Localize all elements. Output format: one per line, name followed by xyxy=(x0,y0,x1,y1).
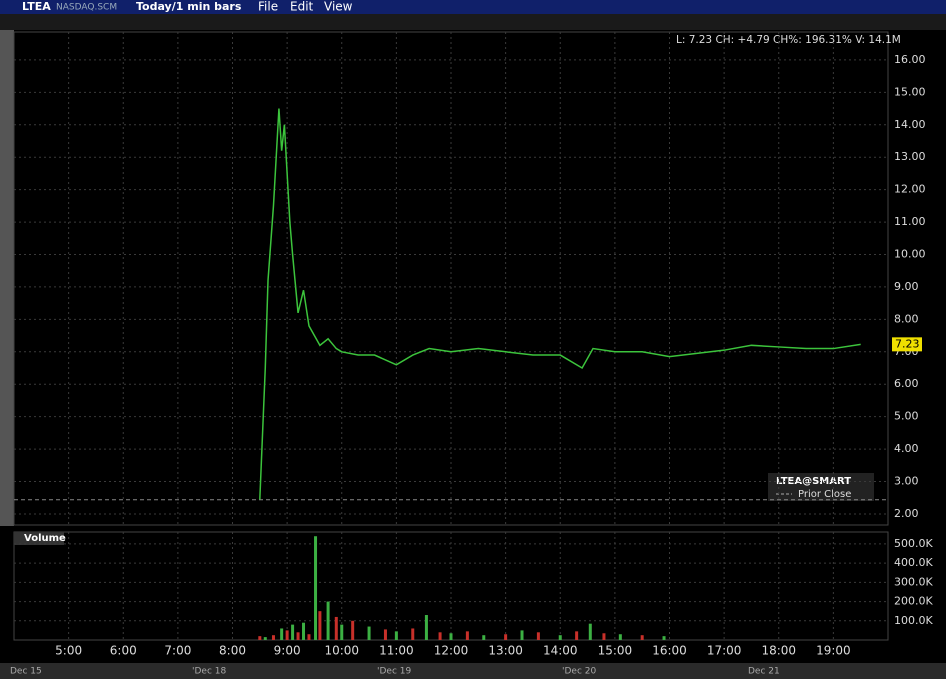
date-label: Dec 15 xyxy=(10,667,42,677)
legend-entry: LTEA@SMART xyxy=(776,476,851,487)
volume-bar xyxy=(296,632,300,640)
volume-bar xyxy=(558,635,562,640)
y-tick-label: 10.00 xyxy=(894,247,926,260)
date-label: 'Dec 19 xyxy=(377,667,411,677)
volume-bar xyxy=(602,633,606,640)
volume-bar xyxy=(291,624,295,640)
x-tick-label: 16:00 xyxy=(652,644,687,658)
x-tick-label: 7:00 xyxy=(164,644,191,658)
volume-bar xyxy=(394,631,398,640)
volume-bar xyxy=(662,636,666,640)
volume-label-bg xyxy=(14,532,64,545)
x-tick-label: 14:00 xyxy=(543,644,578,658)
menu[interactable]: File xyxy=(258,0,278,14)
y-tick-label: 12.00 xyxy=(894,183,926,196)
x-tick-label: 17:00 xyxy=(707,644,742,658)
volume-bar xyxy=(340,624,344,640)
volume-bar xyxy=(438,632,442,640)
left-scroll xyxy=(0,30,14,526)
last-price-tag xyxy=(892,337,922,352)
volume-bar xyxy=(302,622,306,640)
y-tick-label: 100.0K xyxy=(894,614,933,627)
volume-bar xyxy=(520,630,524,640)
volume-bar xyxy=(588,623,592,640)
y-tick-label: 16.00 xyxy=(894,53,926,66)
y-tick-label: 500.0K xyxy=(894,537,933,550)
volume-bar xyxy=(575,631,579,640)
tool-row xyxy=(0,14,946,30)
volume-bar xyxy=(449,633,453,640)
exchange[interactable]: NASDAQ.SCM xyxy=(56,3,117,13)
x-tick-label: 9:00 xyxy=(274,644,301,658)
last-price-label: 7.23 xyxy=(895,337,920,350)
volume-bar xyxy=(367,626,371,640)
period[interactable]: Today/1 min bars xyxy=(136,0,242,13)
x-tick-label: 11:00 xyxy=(379,644,414,658)
volume-bar xyxy=(640,635,644,640)
volume-bar xyxy=(465,631,469,640)
info: L: 7.23 CH: +4.79 CH%: 196.31% V: 14.1M xyxy=(676,34,901,46)
volume-bar xyxy=(536,632,540,640)
volume-bar xyxy=(424,615,428,640)
volume-bar xyxy=(314,536,318,640)
y-tick-label: 9.00 xyxy=(894,280,919,293)
toolbar xyxy=(0,0,946,14)
y-tick-label: 300.0K xyxy=(894,575,933,588)
y-tick-label: 400.0K xyxy=(894,556,933,569)
y-tick-label: 5.00 xyxy=(894,410,919,423)
y-tick-label: 13.00 xyxy=(894,150,926,163)
volume-title: Volume xyxy=(24,533,66,544)
x-tick-label: 15:00 xyxy=(598,644,633,658)
volume-bar xyxy=(351,620,355,640)
y-tick-label: 15.00 xyxy=(894,85,926,98)
volume-bar xyxy=(326,601,330,640)
date-label: 'Dec 18 xyxy=(192,667,226,677)
date-label: 'Dec 20 xyxy=(562,667,596,677)
legend xyxy=(768,473,874,501)
y-tick-label: 4.00 xyxy=(894,442,919,455)
volume-bar xyxy=(307,634,311,640)
volume-bar xyxy=(285,630,289,640)
y-tick-label: 2.00 xyxy=(894,507,919,520)
info-bg xyxy=(668,33,886,47)
y-tick-label: 14.00 xyxy=(894,118,926,131)
legend-entry: Prior Close xyxy=(798,489,851,500)
x-tick-label: 13:00 xyxy=(488,644,523,658)
volume-bar xyxy=(271,635,275,640)
volume-bar xyxy=(504,634,508,640)
y-tick-label: 3.00 xyxy=(894,475,919,488)
y-tick-label: 11.00 xyxy=(894,215,926,228)
y-tick-label: 200.0K xyxy=(894,595,933,608)
volume-bar xyxy=(482,635,486,640)
x-tick-label: 5:00 xyxy=(55,644,82,658)
menu[interactable]: View xyxy=(324,0,353,14)
volume-bar xyxy=(334,616,338,640)
y-tick-label: 6.00 xyxy=(894,377,919,390)
volume-bar xyxy=(411,628,415,640)
volume-bar xyxy=(318,611,322,640)
symbol[interactable]: LTEA xyxy=(22,0,51,13)
x-tick-label: 12:00 xyxy=(434,644,469,658)
volume-bar xyxy=(383,629,387,640)
date-label: Dec 21 xyxy=(748,667,780,677)
x-tick-label: 8:00 xyxy=(219,644,246,658)
volume-bar xyxy=(618,634,622,640)
volume-bar xyxy=(258,636,262,640)
price-line xyxy=(259,108,861,500)
menu[interactable]: Edit xyxy=(290,0,314,14)
volume-bar xyxy=(263,637,267,640)
date-strip xyxy=(0,663,946,679)
volume-bar xyxy=(280,628,284,640)
y-tick-label: 8.00 xyxy=(894,312,919,325)
x-tick-label: 10:00 xyxy=(324,644,359,658)
x-tick-label: 19:00 xyxy=(816,644,851,658)
x-tick-label: 6:00 xyxy=(110,644,137,658)
x-tick-label: 18:00 xyxy=(761,644,796,658)
